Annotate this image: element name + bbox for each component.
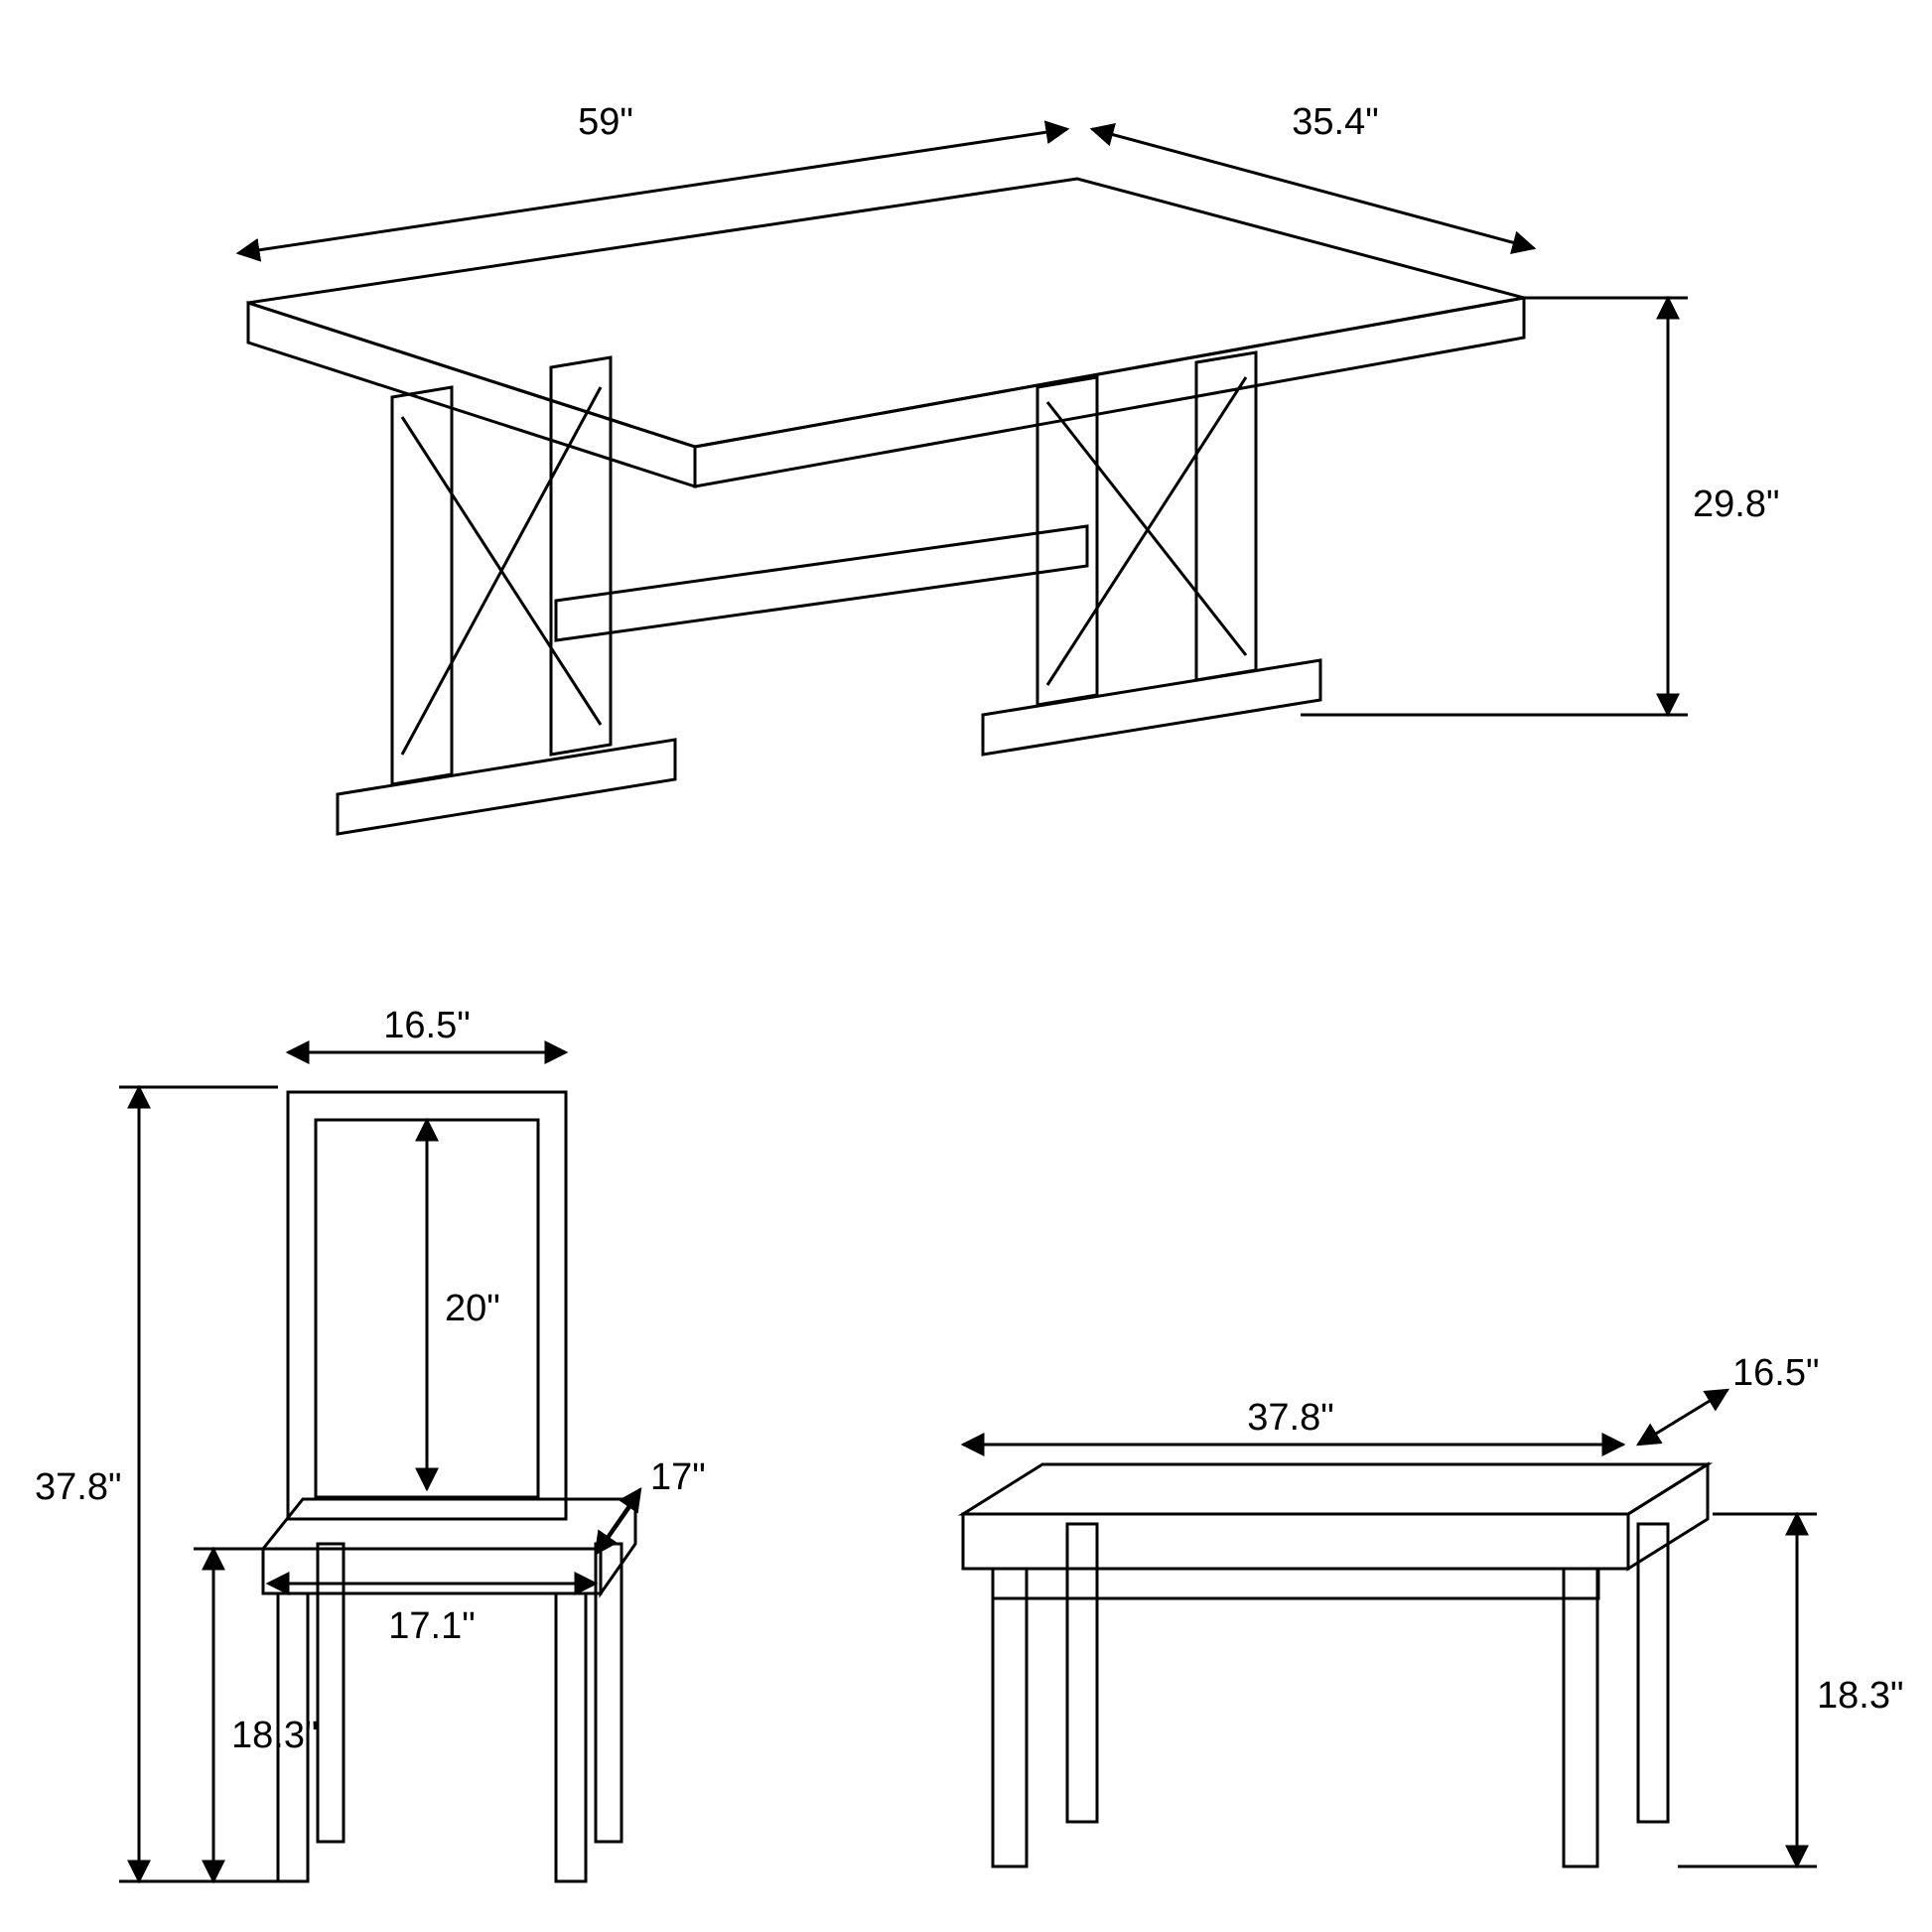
dining-chair: 16.5" 20" 17" 17.1" 37.8" 18.3" bbox=[35, 1005, 706, 1881]
dim-chair-seat-depth: 17" bbox=[650, 1456, 706, 1498]
dim-bench-length: 37.8" bbox=[1247, 1397, 1333, 1439]
dining-table: 59" 35.4" 29.8" bbox=[238, 101, 1779, 834]
bench: 37.8" 16.5" 18.3" bbox=[963, 1352, 1903, 1866]
dim-table-length: 59" bbox=[578, 101, 633, 143]
dim-bench-depth: 16.5" bbox=[1732, 1352, 1819, 1394]
dim-chair-overall-height: 37.8" bbox=[35, 1466, 121, 1508]
dim-chair-seat-height: 18.3" bbox=[231, 1715, 318, 1756]
dim-chair-back-width: 16.5" bbox=[383, 1005, 470, 1046]
dim-table-height: 29.8" bbox=[1693, 483, 1779, 525]
furniture-dimension-diagram: 59" 35.4" 29.8" 16.5" 20" 17" bbox=[0, 0, 1932, 1932]
dim-chair-seat-width: 17.1" bbox=[388, 1605, 475, 1647]
dim-bench-height: 18.3" bbox=[1817, 1675, 1903, 1717]
dim-chair-back-height: 20" bbox=[445, 1288, 500, 1329]
dim-table-depth: 35.4" bbox=[1292, 101, 1378, 143]
